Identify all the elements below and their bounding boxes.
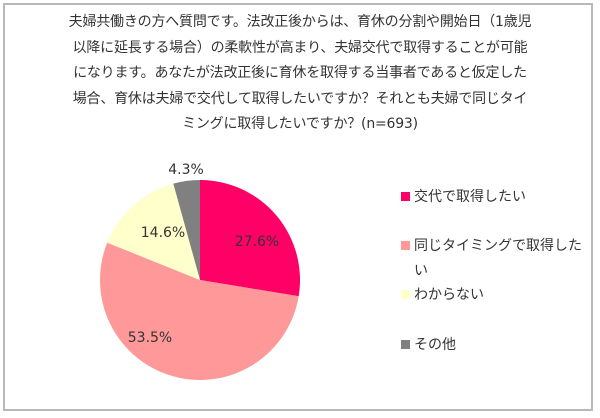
slice-label-alternate: 27.6% [234, 234, 280, 250]
legend-label: その他 [414, 337, 456, 353]
question-line: 以降に延長する場合）の柔軟性が高まり、夫婦交代で取得することが可能 [72, 39, 528, 56]
legend-swatch [401, 290, 410, 299]
legend-swatch [401, 241, 410, 250]
question-line: 夫婦共働きの方へ質問です。法改正後からは、育休の分割や開始日（1歳児 [68, 14, 532, 30]
legend-label: わからない [414, 287, 484, 303]
question-line: になります。あなたが法改正後に育休を取得する当事者であると仮定した [73, 65, 527, 81]
question-text: 夫婦共働きの方へ質問です。法改正後からは、育休の分割や開始日（1歳児 以降に延長… [40, 10, 560, 138]
pie-slice [200, 179, 301, 297]
legend-swatch [401, 340, 410, 349]
question-line: 場合、育休は夫婦で交代して取得したいですか？それとも夫婦で同じタイ [72, 90, 528, 107]
slice-label-unknown: 14.6% [140, 225, 186, 241]
pie-slice [99, 242, 299, 381]
pie-slice [107, 183, 200, 280]
legend-label: 同じタイミングで取得したい [414, 238, 582, 279]
chart-frame [3, 3, 593, 411]
legend-swatch [401, 192, 410, 201]
question-line: ミングに取得したいですか？(n=693) [182, 116, 418, 132]
pie-slice [173, 180, 200, 280]
slice-label-same-timing: 53.5% [127, 330, 173, 346]
slice-label-other: 4.3% [168, 162, 204, 178]
legend-label: 交代で取得したい [414, 189, 526, 205]
